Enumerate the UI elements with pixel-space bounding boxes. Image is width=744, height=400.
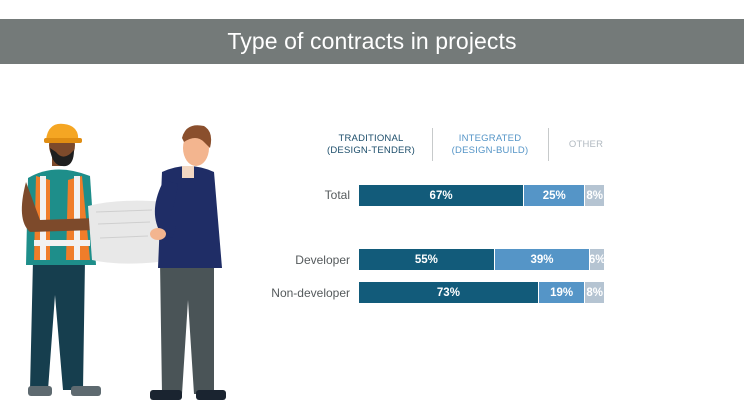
legend-other: OTHER [556,139,616,151]
bar-value-label: 39% [530,253,554,266]
bar-segment-integrated: 19% [537,282,585,303]
bar-segment-other: 8% [584,282,604,303]
legend-other-line1: OTHER [568,139,604,150]
bar-value-label: 6% [588,253,606,266]
bar-row-developer: 55% 39% 6% [359,249,606,270]
legend-traditional-line2: (DESIGN-TENDER) [327,145,415,156]
bar-value-label: 55% [414,253,438,266]
bar-segment-traditional: 55% [359,249,494,270]
bar-segment-integrated: 39% [493,249,590,270]
chart-title: Type of contracts in projects [227,28,517,54]
bar-row-non-developer: 73% 19% 8% [359,282,604,303]
legend-divider [548,128,549,161]
workers-illustration [21,123,226,400]
legend-traditional: TRADITIONAL (DESIGN-TENDER) [318,133,424,157]
legend-integrated-line2: (DESIGN-BUILD) [451,145,529,156]
construction-worker-figure [21,123,101,396]
bar-segment-traditional: 73% [359,282,538,303]
bar-value-label: 67% [429,189,453,202]
title-bar: Type of contracts in projects [0,19,744,64]
bar-segment-other: 6% [588,249,606,270]
bar-value-label: 25% [542,189,566,202]
legend-integrated-line1: INTEGRATED [458,133,522,144]
businessman-figure [150,125,226,400]
legend-traditional-line1: TRADITIONAL [338,133,404,144]
row-label-total: Total [324,188,350,202]
row-label-developer: Developer [295,253,350,267]
bar-value-label: 19% [550,286,574,299]
bar-value-label: 8% [586,286,603,299]
bar-value-label: 73% [436,286,460,299]
bar-segment-integrated: 25% [523,185,585,206]
blueprint-paper [88,200,166,264]
row-label-non-developer: Non-developer [271,286,350,300]
bar-segment-other: 8% [584,185,604,206]
legend-integrated: INTEGRATED (DESIGN-BUILD) [442,133,538,157]
legend-divider [432,128,433,161]
bar-value-label: 8% [586,189,603,202]
bar-segment-traditional: 67% [359,185,524,206]
bar-row-total: 67% 25% 8% [359,185,604,206]
